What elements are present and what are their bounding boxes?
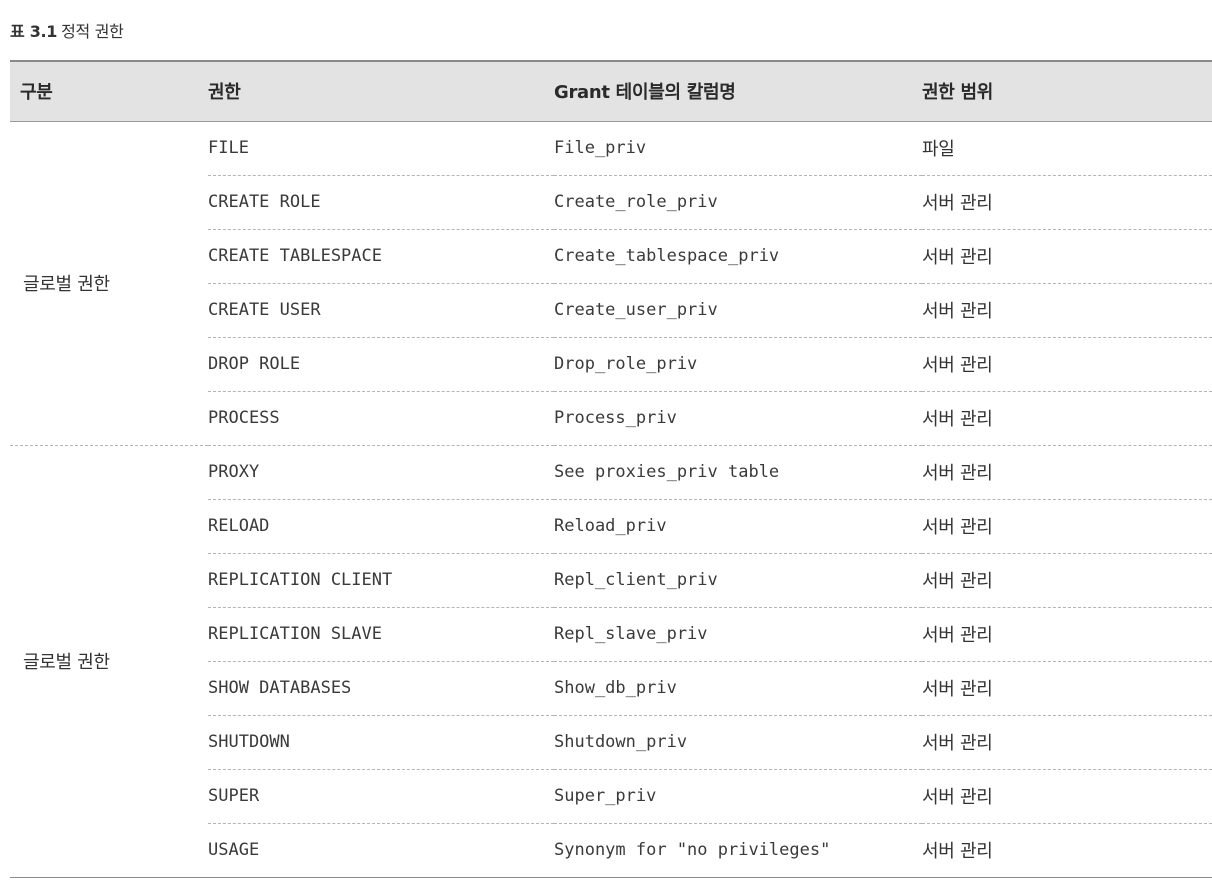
- header-scope: 권한 범위: [922, 60, 1212, 122]
- table-row: REPLICATION SLAVE Repl_slave_priv 서버 관리: [10, 607, 1212, 662]
- table-row: CREATE USER Create_user_priv 서버 관리: [10, 283, 1212, 338]
- scope-cell: 서버 관리: [922, 769, 1212, 824]
- privilege-cell: CREATE USER: [208, 283, 554, 338]
- table-row: CREATE ROLE Create_role_priv 서버 관리: [10, 175, 1212, 230]
- table-row: RELOAD Reload_priv 서버 관리: [10, 499, 1212, 554]
- grant-column-cell: Create_tablespace_priv: [554, 229, 922, 284]
- privilege-cell: CREATE ROLE: [208, 175, 554, 230]
- scope-cell: 서버 관리: [922, 661, 1212, 716]
- table-row: SUPER Super_priv 서버 관리: [10, 769, 1212, 824]
- privilege-cell: REPLICATION SLAVE: [208, 607, 554, 662]
- table-row: SHOW DATABASES Show_db_priv 서버 관리: [10, 661, 1212, 716]
- grant-column-cell: Repl_client_priv: [554, 553, 922, 608]
- scope-cell: 서버 관리: [922, 499, 1212, 554]
- caption-label: 표 3.1: [10, 22, 58, 41]
- table-row: USAGE Synonym for "no privileges" 서버 관리: [10, 823, 1212, 878]
- table-row: DROP ROLE Drop_role_priv 서버 관리: [10, 337, 1212, 392]
- scope-cell: 서버 관리: [922, 823, 1212, 878]
- scope-cell: 서버 관리: [922, 175, 1212, 230]
- privilege-cell: SHOW DATABASES: [208, 661, 554, 716]
- scope-cell: 서버 관리: [922, 337, 1212, 392]
- table-row: REPLICATION CLIENT Repl_client_priv 서버 관…: [10, 553, 1212, 608]
- table-row: 글로벌 권한 FILE File_priv 파일: [10, 121, 1212, 446]
- grant-column-cell: Super_priv: [554, 769, 922, 824]
- privilege-cell: USAGE: [208, 823, 554, 878]
- table-header-row: 구분 권한 Grant 테이블의 칼럼명 권한 범위: [10, 60, 1212, 122]
- header-category: 구분: [10, 60, 208, 122]
- grant-column-cell: Repl_slave_priv: [554, 607, 922, 662]
- header-grant-column: Grant 테이블의 칼럼명: [554, 60, 922, 122]
- table-row: 글로벌 권한 PROXY See proxies_priv table 서버 관…: [10, 445, 1212, 878]
- scope-cell: 서버 관리: [922, 283, 1212, 338]
- privilege-cell: SHUTDOWN: [208, 715, 554, 770]
- privilege-cell: RELOAD: [208, 499, 554, 554]
- privilege-cell: FILE: [208, 121, 554, 176]
- grant-column-cell: Synonym for "no privileges": [554, 823, 922, 878]
- category-cell: 글로벌 권한: [10, 121, 208, 446]
- header-privilege: 권한: [208, 60, 554, 122]
- grant-column-cell: Shutdown_priv: [554, 715, 922, 770]
- grant-column-cell: File_priv: [554, 121, 922, 176]
- privilege-cell: CREATE TABLESPACE: [208, 229, 554, 284]
- category-cell: 글로벌 권한: [10, 445, 208, 878]
- grant-column-cell: See proxies_priv table: [554, 445, 922, 500]
- table-row: SHUTDOWN Shutdown_priv 서버 관리: [10, 715, 1212, 770]
- table-row: PROCESS Process_priv 서버 관리: [10, 391, 1212, 446]
- grant-column-cell: Create_user_priv: [554, 283, 922, 338]
- scope-cell: 서버 관리: [922, 229, 1212, 284]
- privilege-cell: REPLICATION CLIENT: [208, 553, 554, 608]
- grant-column-cell: Drop_role_priv: [554, 337, 922, 392]
- scope-cell: 서버 관리: [922, 607, 1212, 662]
- table-caption: 표 3.1 정적 권한: [10, 18, 124, 42]
- privilege-cell: PROXY: [208, 445, 554, 500]
- grant-column-cell: Process_priv: [554, 391, 922, 446]
- privilege-cell: SUPER: [208, 769, 554, 824]
- static-privileges-table: 구분 권한 Grant 테이블의 칼럼명 권한 범위 글로벌 권한 FILE F…: [10, 60, 1212, 878]
- scope-cell: 서버 관리: [922, 553, 1212, 608]
- privilege-cell: DROP ROLE: [208, 337, 554, 392]
- privilege-cell: PROCESS: [208, 391, 554, 446]
- scope-cell: 서버 관리: [922, 391, 1212, 446]
- table-row: CREATE TABLESPACE Create_tablespace_priv…: [10, 229, 1212, 284]
- scope-cell: 서버 관리: [922, 445, 1212, 500]
- grant-column-cell: Create_role_priv: [554, 175, 922, 230]
- grant-column-cell: Reload_priv: [554, 499, 922, 554]
- grant-column-cell: Show_db_priv: [554, 661, 922, 716]
- caption-title: 정적 권한: [61, 22, 124, 41]
- scope-cell: 파일: [922, 121, 1212, 176]
- scope-cell: 서버 관리: [922, 715, 1212, 770]
